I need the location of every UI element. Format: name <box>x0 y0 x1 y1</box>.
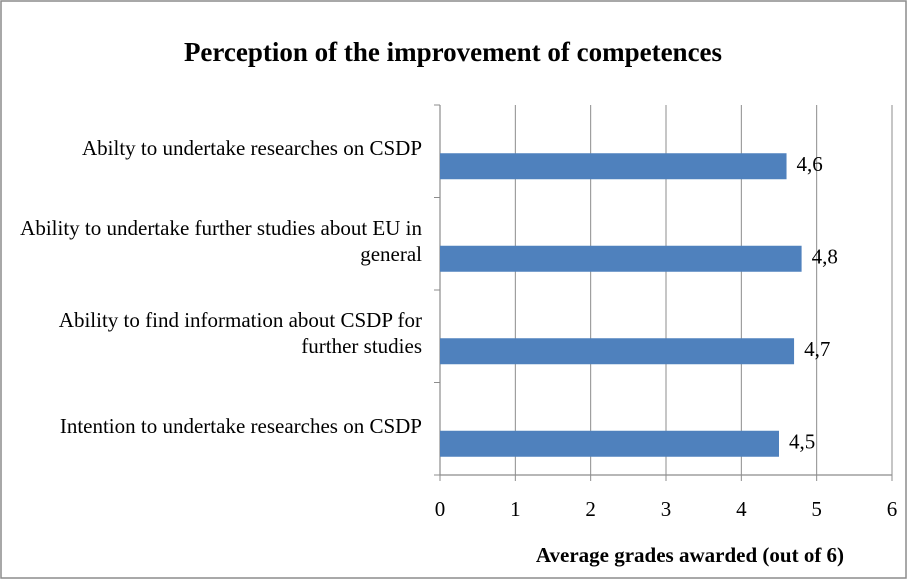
y-tick-label: Ability to undertake further studies abo… <box>20 215 422 266</box>
x-axis-title: Average grades awarded (out of 6) <box>536 543 844 567</box>
bar <box>440 430 779 457</box>
chart-title: Perception of the improvement of compete… <box>184 37 722 67</box>
y-tick-label: Intention to undertake researches on CSD… <box>59 413 422 438</box>
data-label: 4,7 <box>804 337 830 361</box>
data-label: 4,8 <box>812 245 838 269</box>
x-tick-label: 2 <box>585 497 596 521</box>
x-tick-label: 3 <box>661 497 672 521</box>
data-label: 4,5 <box>789 430 815 454</box>
x-tick-label: 6 <box>887 497 898 521</box>
y-tick-label: Ability to find information about CSDP f… <box>58 308 422 359</box>
x-tick-label: 1 <box>510 497 521 521</box>
x-tick-label: 4 <box>736 497 747 521</box>
bar <box>440 153 787 180</box>
x-tick-label: 5 <box>811 497 822 521</box>
data-label: 4,6 <box>797 152 823 176</box>
bar <box>440 338 795 365</box>
bar <box>440 245 802 272</box>
y-tick-label: Abilty to undertake researches on CSDP <box>81 136 422 161</box>
x-tick-label: 0 <box>435 497 446 521</box>
